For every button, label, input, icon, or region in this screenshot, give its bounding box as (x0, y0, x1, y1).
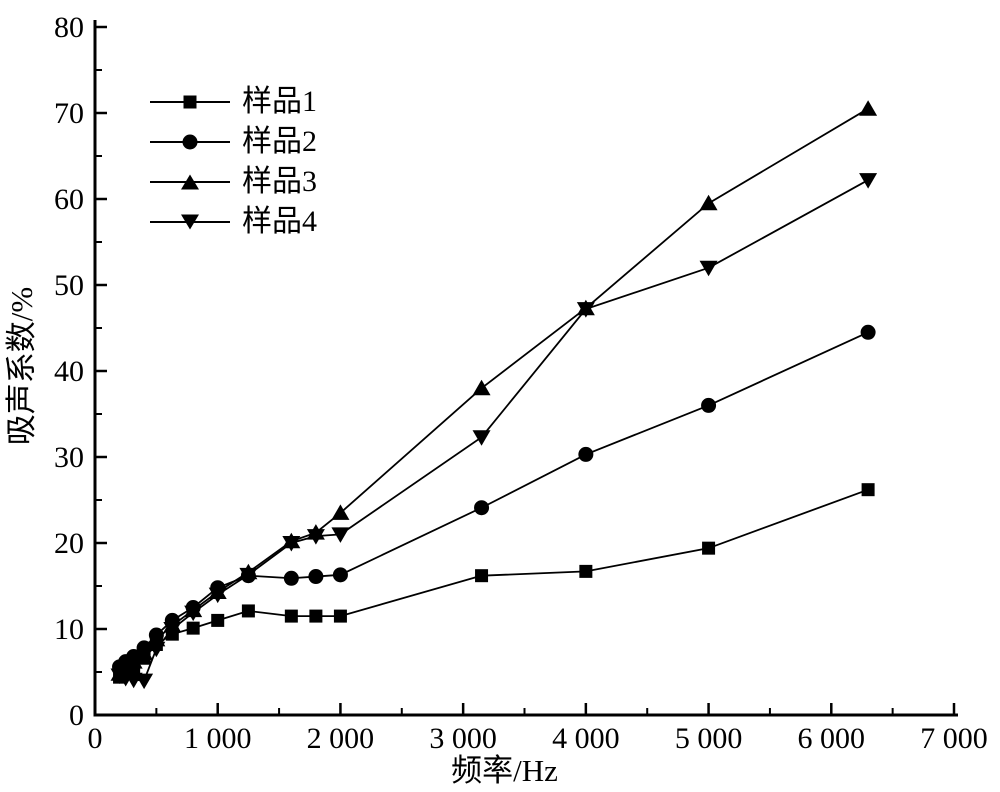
triangle-down-marker-样品4 (306, 529, 325, 545)
circle-marker-样品2 (283, 570, 299, 586)
legend-key (150, 133, 230, 151)
legend-item-sample1: 样品1 (150, 82, 317, 122)
y-tick-label: 80 (54, 11, 84, 44)
square-marker-样品1 (702, 541, 716, 555)
triangle-down-marker-样品4 (208, 587, 227, 604)
legend-item-sample2: 样品2 (150, 122, 317, 162)
square-marker-样品1 (475, 569, 489, 583)
triangle-up-marker-样品3 (472, 379, 491, 396)
triangle-down-marker-样品4 (163, 622, 182, 638)
square-marker-样品1 (333, 609, 347, 623)
x-tick-label: 0 (88, 722, 103, 755)
triangle-down-marker-样品4 (699, 260, 718, 277)
x-axis-title: 频率/Hz (451, 753, 558, 788)
triangle-up-marker-样品3 (699, 194, 718, 211)
triangle-up-marker-样品3 (331, 504, 350, 520)
y-tick-label: 0 (69, 699, 84, 732)
circle-marker-icon (182, 134, 198, 150)
square-marker-样品1 (309, 609, 323, 623)
x-tick-label: 1 000 (184, 722, 252, 755)
series-line-样品4 (119, 179, 869, 682)
triangle-down-marker-样品4 (282, 536, 301, 552)
y-axis-title: 吸声系数/% (4, 287, 39, 445)
circle-marker-样品2 (860, 324, 876, 340)
legend-item-sample4: 样品4 (150, 202, 317, 242)
triangle-up-marker-样品3 (124, 653, 143, 669)
square-marker-样品1 (861, 483, 875, 497)
legend: 样品1 样品2 样品3 样品4 (150, 82, 317, 242)
y-tick-label: 40 (54, 355, 84, 388)
square-marker-icon (183, 95, 197, 109)
triangle-down-marker-样品4 (147, 641, 166, 658)
x-tick-label: 3 000 (429, 722, 497, 755)
y-tick-label: 10 (54, 613, 84, 646)
y-tick-label: 20 (54, 527, 84, 560)
triangle-up-marker-样品3 (135, 644, 154, 661)
triangle-down-marker-样品4 (331, 527, 350, 543)
legend-label-sample3: 样品3 (242, 165, 317, 198)
triangle-down-marker-icon (181, 214, 199, 230)
y-tick-label: 60 (54, 183, 84, 216)
circle-marker-样品2 (474, 500, 490, 516)
triangle-down-marker-样品4 (184, 605, 203, 622)
x-tick-label: 2 000 (307, 722, 375, 755)
legend-key (150, 173, 230, 191)
legend-label-sample2: 样品2 (242, 125, 317, 158)
triangle-up-marker-样品3 (859, 100, 878, 116)
triangle-up-marker-icon (181, 174, 199, 190)
legend-label-sample1: 样品1 (242, 85, 317, 118)
triangle-down-marker-样品4 (135, 673, 154, 690)
triangle-down-marker-样品4 (859, 173, 878, 189)
x-tick-label: 5 000 (675, 722, 743, 755)
y-tick-label: 70 (54, 97, 84, 130)
x-tick-label: 7 000 (920, 722, 988, 755)
triangle-down-marker-样品4 (576, 302, 595, 318)
legend-key (150, 93, 230, 111)
square-marker-样品1 (211, 613, 225, 627)
y-tick-label: 30 (54, 441, 84, 474)
circle-marker-样品2 (578, 446, 594, 462)
square-marker-样品1 (186, 621, 200, 635)
square-marker-样品1 (579, 564, 593, 578)
square-marker-样品1 (284, 609, 298, 623)
legend-key (150, 213, 230, 231)
triangle-down-marker-样品4 (472, 430, 491, 446)
y-tick-label: 50 (54, 269, 84, 302)
legend-label-sample4: 样品4 (242, 205, 317, 238)
legend-item-sample3: 样品3 (150, 162, 317, 202)
circle-marker-样品2 (701, 397, 717, 413)
x-tick-label: 4 000 (552, 722, 620, 755)
circle-marker-样品2 (332, 567, 348, 583)
circle-marker-样品2 (308, 569, 324, 585)
triangle-down-marker-样品4 (239, 567, 258, 584)
x-tick-label: 6 000 (798, 722, 866, 755)
square-marker-样品1 (241, 604, 255, 618)
